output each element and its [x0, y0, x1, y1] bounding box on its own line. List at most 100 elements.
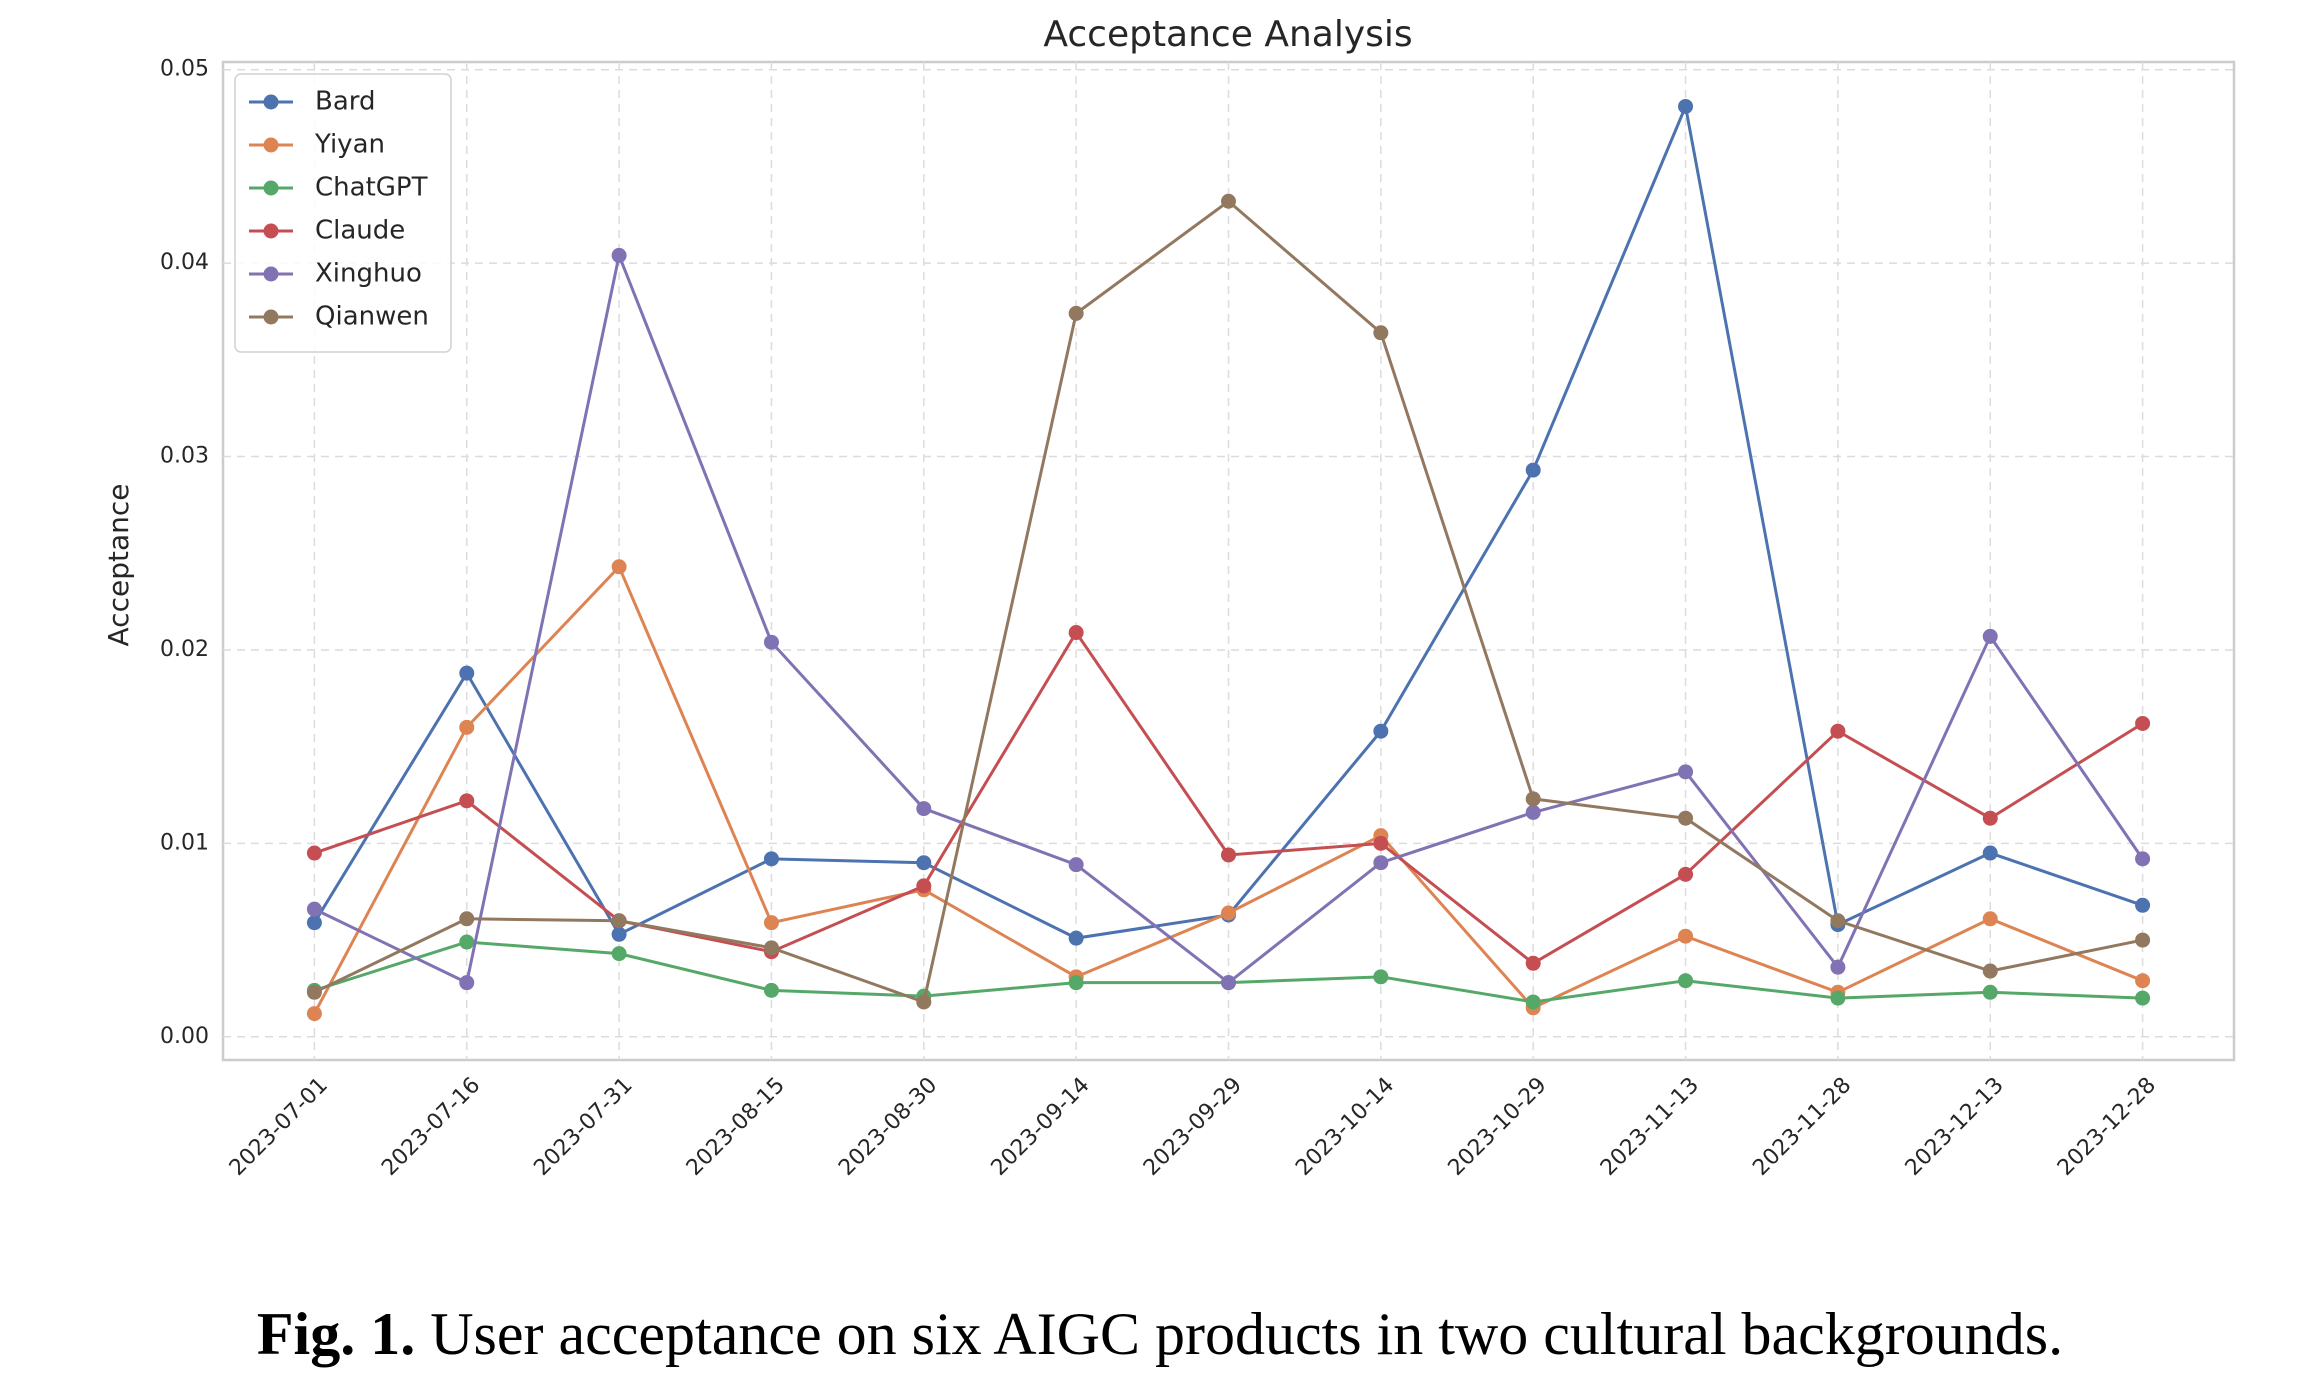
data-point — [1068, 857, 1084, 873]
caption-label: Fig. 1. — [257, 1301, 415, 1367]
x-tick-label: 2023-12-28 — [2053, 1073, 2161, 1181]
data-point — [2135, 851, 2151, 867]
data-point — [611, 247, 627, 263]
x-tick-label: 2023-11-28 — [1748, 1073, 1856, 1181]
data-point — [763, 940, 779, 956]
data-point — [1068, 975, 1084, 991]
data-point — [1982, 911, 1998, 927]
y-tick-label: 0.02 — [160, 637, 209, 662]
data-point — [2135, 932, 2151, 948]
data-point — [1525, 791, 1541, 807]
y-tick-label: 0.04 — [160, 250, 209, 275]
legend-label: Bard — [315, 87, 376, 117]
data-point — [1982, 810, 1998, 826]
data-point — [1221, 905, 1236, 921]
x-tick-label: 2023-10-14 — [1291, 1073, 1399, 1181]
data-point — [1830, 723, 1846, 739]
legend-label: Claude — [315, 216, 405, 246]
data-point — [1373, 855, 1389, 871]
data-point — [1678, 973, 1694, 989]
data-point — [1678, 764, 1694, 780]
data-point — [306, 901, 322, 917]
data-point — [1221, 193, 1236, 209]
data-point — [916, 801, 932, 817]
data-point — [1525, 955, 1541, 971]
y-tick-label: 0.05 — [160, 57, 209, 82]
x-tick-label: 2023-07-01 — [225, 1073, 333, 1181]
data-point — [459, 719, 475, 735]
legend-marker — [263, 137, 279, 153]
data-point — [1678, 928, 1694, 944]
legend-marker — [263, 266, 279, 282]
data-point — [306, 915, 322, 931]
chart-title: Acceptance Analysis — [1043, 14, 1412, 55]
data-point — [1678, 866, 1694, 882]
legend-label: Xinghuo — [315, 259, 422, 289]
data-point — [763, 982, 779, 998]
data-point — [763, 915, 779, 931]
data-point — [611, 946, 627, 962]
data-point — [1221, 847, 1236, 863]
data-point — [306, 845, 322, 861]
data-point — [306, 1006, 322, 1022]
data-point — [1373, 835, 1389, 851]
data-point — [916, 994, 932, 1010]
legend-marker — [263, 94, 279, 110]
data-point — [1525, 804, 1541, 820]
data-point — [1525, 462, 1541, 478]
data-point — [459, 934, 475, 950]
y-tick-label: 0.00 — [160, 1024, 209, 1049]
legend-label: ChatGPT — [315, 173, 428, 203]
legend-marker — [263, 223, 279, 239]
legend-label: Yiyan — [314, 130, 385, 160]
y-tick-label: 0.03 — [160, 444, 209, 469]
data-point — [1830, 913, 1846, 929]
data-point — [763, 851, 779, 867]
data-point — [459, 911, 475, 927]
x-tick-label: 2023-11-13 — [1596, 1073, 1704, 1181]
data-point — [1373, 969, 1389, 985]
caption-text: User acceptance on six AIGC products in … — [430, 1301, 2063, 1367]
x-tick-label: 2023-07-31 — [530, 1073, 638, 1181]
data-point — [459, 665, 475, 681]
data-point — [916, 855, 932, 871]
data-point — [1068, 930, 1084, 946]
data-point — [1830, 959, 1846, 975]
data-point — [1982, 845, 1998, 861]
data-point — [1830, 990, 1846, 1006]
x-tick-label: 2023-09-29 — [1139, 1073, 1247, 1181]
data-point — [1678, 810, 1694, 826]
data-point — [611, 926, 627, 942]
legend-marker — [263, 180, 279, 196]
data-point — [1221, 975, 1236, 991]
data-point — [916, 878, 932, 894]
data-point — [1982, 963, 1998, 979]
x-tick-label: 2023-09-14 — [987, 1073, 1095, 1181]
data-point — [1373, 723, 1389, 739]
y-axis-label: Acceptance — [102, 484, 135, 647]
data-point — [306, 984, 322, 1000]
legend-label: Qianwen — [315, 302, 429, 332]
x-tick-label: 2023-08-15 — [682, 1073, 790, 1181]
data-point — [763, 634, 779, 650]
x-tick-label: 2023-08-30 — [834, 1073, 942, 1181]
x-tick-label: 2023-07-16 — [377, 1073, 485, 1181]
x-tick-label: 2023-12-13 — [1901, 1073, 2009, 1181]
y-tick-label: 0.01 — [160, 830, 209, 855]
caption: Fig. 1. User acceptance on six AIGC prod… — [257, 1301, 2063, 1367]
data-point — [1525, 994, 1541, 1010]
data-point — [459, 975, 475, 991]
data-point — [1982, 984, 1998, 1000]
data-point — [459, 793, 475, 809]
data-point — [2135, 990, 2151, 1006]
data-point — [1678, 98, 1694, 114]
data-point — [1068, 625, 1084, 641]
data-point — [2135, 973, 2151, 989]
x-tick-label: 2023-10-29 — [1444, 1073, 1552, 1181]
data-point — [1373, 325, 1389, 341]
data-point — [2135, 715, 2151, 731]
data-point — [1982, 628, 1998, 644]
data-point — [1068, 305, 1084, 321]
data-point — [611, 559, 627, 575]
